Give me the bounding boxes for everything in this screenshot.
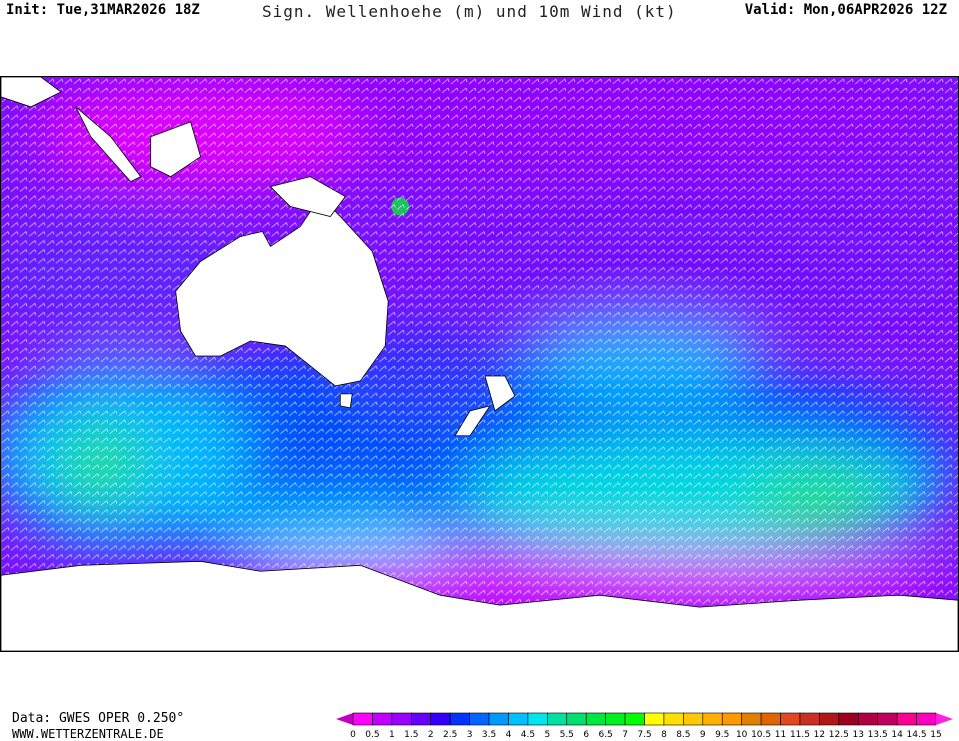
legend-swatch <box>741 712 762 726</box>
land <box>1 77 958 651</box>
australia <box>175 195 389 387</box>
legend-label: 1.5 <box>404 730 418 738</box>
legend-label: 4 <box>506 730 512 738</box>
legend-swatch <box>819 712 840 726</box>
legend-label: 11 <box>775 730 786 738</box>
legend-label: 13.5 <box>868 730 888 738</box>
legend-label: 0.5 <box>365 730 379 738</box>
legend-swatch <box>683 712 704 726</box>
legend-label: 8 <box>661 730 667 738</box>
legend-swatch <box>488 712 509 726</box>
legend-swatch <box>449 712 470 726</box>
legend-swatch <box>508 712 529 726</box>
legend-label: 2 <box>428 730 434 738</box>
legend-swatch <box>799 712 820 726</box>
legend-swatch <box>838 712 859 726</box>
website: WWW.WETTERZENTRALE.DE <box>12 727 164 741</box>
legend-label: 1 <box>389 730 395 738</box>
legend-swatch <box>469 712 490 726</box>
legend-swatch <box>527 712 548 726</box>
legend-swatch <box>721 712 742 726</box>
legend-label: 7 <box>622 730 628 738</box>
legend-label: 12 <box>814 730 825 738</box>
legend-label: 3.5 <box>482 730 496 738</box>
legend-swatch <box>411 712 432 726</box>
new-zealand-south <box>454 405 491 437</box>
legend-under-arrow <box>336 713 353 725</box>
legend-label: 12.5 <box>829 730 849 738</box>
legend-label: 10 <box>736 730 748 738</box>
legend-label: 5.5 <box>560 730 574 738</box>
data-source: Data: GWES OPER 0.250° <box>12 711 185 726</box>
legend-swatch <box>644 712 665 726</box>
legend-label: 2.5 <box>443 730 457 738</box>
borneo <box>150 121 202 178</box>
legend-swatch <box>585 712 606 726</box>
legend-swatch <box>663 712 684 726</box>
legend-over-arrow <box>936 713 953 725</box>
sumatra <box>75 106 142 183</box>
legend-swatch <box>547 712 568 726</box>
legend-swatch <box>702 712 723 726</box>
legend-swatch <box>916 712 937 726</box>
new-guinea <box>269 176 346 217</box>
legend-swatch <box>430 712 451 726</box>
legend-label: 14 <box>891 730 903 738</box>
legend-label: 0 <box>350 730 356 738</box>
legend-label: 5 <box>544 730 550 738</box>
legend-label: 9 <box>700 730 706 738</box>
legend-label: 6.5 <box>598 730 612 738</box>
legend-label: 9.5 <box>715 730 729 738</box>
legend-swatch <box>760 712 781 726</box>
legend-label: 4.5 <box>521 730 535 738</box>
legend-label: 8.5 <box>676 730 690 738</box>
legend-swatch <box>372 712 393 726</box>
new-zealand-north <box>484 375 516 412</box>
legend-label: 15 <box>930 730 941 738</box>
legend-swatch <box>857 712 878 726</box>
legend-swatch <box>877 712 898 726</box>
tasmania <box>339 393 353 409</box>
legend-swatch <box>896 712 917 726</box>
map-title: Sign. Wellenhoehe (m) und 10m Wind (kt) <box>262 2 677 21</box>
legend-swatch <box>391 712 412 726</box>
color-legend: 0 0.5 1 1.5 2 2.5 3 3.5 4 4.5 5 5.5 6 6.5 7 7.5 8 8.5 9 9.5… <box>336 712 953 738</box>
legend-label: 11.5 <box>790 730 810 738</box>
wave-height-map <box>0 76 959 652</box>
antarctica <box>1 560 958 651</box>
legend-label: 10.5 <box>751 730 771 738</box>
valid-time: Valid: Mon,06APR2026 12Z <box>744 2 947 18</box>
legend-label: 6 <box>583 730 589 738</box>
mainland-asia <box>1 77 62 108</box>
legend-swatch <box>605 712 626 726</box>
legend-label: 14.5 <box>907 730 927 738</box>
legend-swatch <box>352 712 373 726</box>
legend-label: 7.5 <box>637 730 651 738</box>
init-time: Init: Tue,31MAR2026 18Z <box>6 2 200 18</box>
legend-label: 13 <box>853 730 864 738</box>
legend-swatch <box>624 712 645 726</box>
legend-swatch <box>566 712 587 726</box>
legend-label: 3 <box>467 730 473 738</box>
legend-swatch <box>780 712 801 726</box>
